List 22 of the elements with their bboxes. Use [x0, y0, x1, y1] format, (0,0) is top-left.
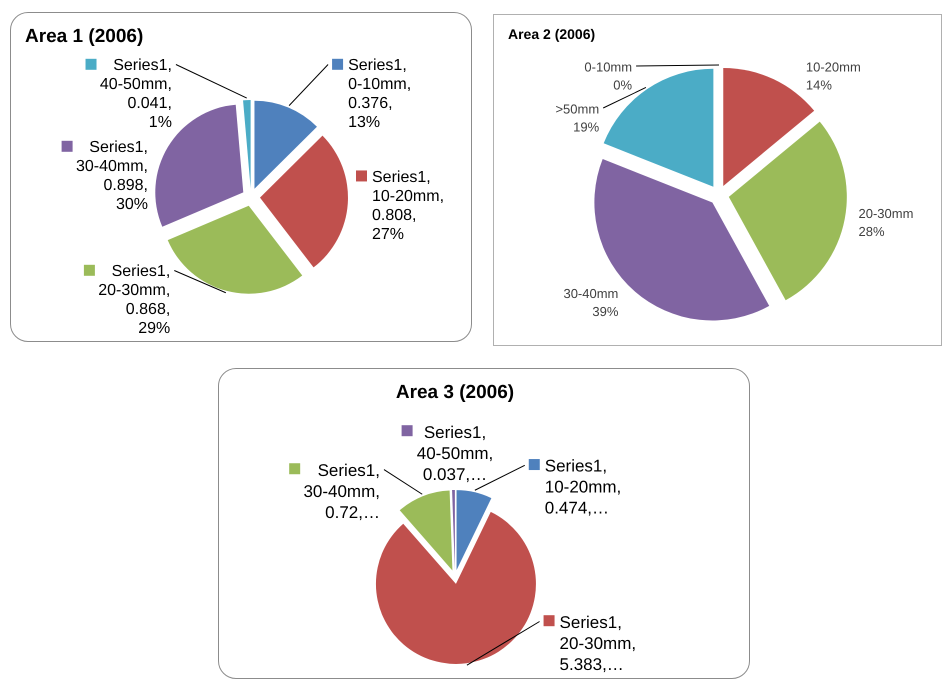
data-label: Series1, 30-40mm, 0.898, 30% [76, 139, 148, 214]
data-label: 28% [858, 224, 885, 240]
data-label: 14% [806, 77, 832, 92]
text: 0% [613, 77, 632, 92]
slice-label: >50mm [555, 101, 600, 116]
data-label: Series1, 20-30mm, 0.868, 29% [98, 263, 170, 338]
data-label: Series1, 10-20mm, 0.808, 27% [372, 168, 444, 243]
data-label: Series1, 30-40mm, 0.72,… [303, 460, 380, 522]
chart-title: Area 1 (2006) [25, 26, 144, 47]
chart-title: Area 2 (2006) [508, 26, 596, 42]
category-label: 0-10mm [584, 59, 632, 74]
data-label: Series1, 40-50mm, 0.037,… [416, 422, 494, 484]
chart-title: Area 3 (2006) [396, 382, 514, 403]
slice-label: 30-40mm [563, 286, 618, 301]
data-label: 19% [573, 119, 600, 134]
data-label: Series1, 40-50mm, 0.041, 1% [100, 57, 172, 132]
data-label: 39% [592, 304, 619, 319]
slice-label: 20-30mm [858, 206, 914, 222]
data-label: Series1, 0-10mm, 0.376, 13% [348, 57, 412, 132]
data-label: Series1, 20-30mm, 5.383,… [560, 612, 636, 674]
slice-label: 10-20mm [806, 59, 861, 74]
data-label: Series1, 10-20mm, 0.474,… [544, 456, 622, 518]
